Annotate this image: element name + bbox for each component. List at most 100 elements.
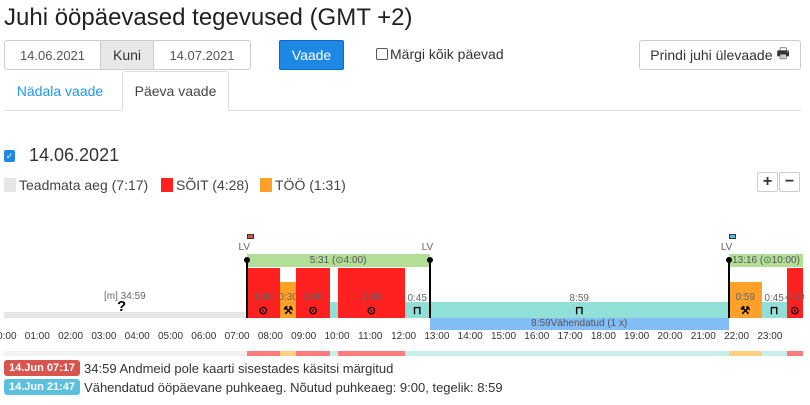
strip-drive: [786, 351, 804, 356]
zoom-in-button[interactable]: +: [757, 172, 778, 192]
tools-icon: ⚒: [740, 305, 751, 317]
segment-duration: 2:00: [361, 292, 382, 303]
legend-label: SÕIT (4:28): [176, 177, 249, 193]
strip-drive: [338, 351, 405, 356]
strip-unknown: [4, 351, 247, 356]
bed-icon: ⊓: [574, 305, 584, 317]
bed-icon: ⊓: [412, 305, 422, 317]
axis-tick-label: 11:00: [358, 331, 383, 342]
axis-tick-label: 19:00: [624, 331, 650, 342]
kuni-label: Kuni: [100, 40, 154, 70]
marker-label: LV: [720, 242, 733, 253]
strip-work: [279, 351, 297, 356]
segment-duration: 0:45: [764, 293, 784, 304]
day-timeline: 1:00 ⊙ 0:30 ⚒ 1:00 ⊙ 2:00 ⊙ 0:45 ⊓ 8:59 ⊓ 0:59 ⚒ 0:45 ⊓…: [0, 234, 805, 356]
legend-label: Teadmata aeg (7:17): [19, 177, 149, 193]
print-button[interactable]: Prindi juhi ülevaade 🖶: [639, 40, 801, 70]
marker-line: [245, 258, 248, 318]
legend-unknown: Teadmata aeg (7:17): [4, 177, 148, 193]
day-date: 14.06.2021: [29, 145, 120, 165]
axis-tick-label: 04:00: [124, 331, 150, 342]
segment-rest: [329, 302, 339, 318]
strip-work: [728, 351, 762, 356]
page-title: Juhi ööpäevased tegevused (GMT +2): [4, 4, 413, 31]
segment-drive: 2:00 ⊙: [338, 268, 405, 318]
shift-bar: 13:16 (⊙10:00): [728, 254, 804, 267]
axis-tick-label: 17:00: [557, 331, 583, 342]
marker-line: [428, 258, 431, 318]
segment-work: 0:30 ⚒: [278, 282, 298, 318]
axis-tick-label: 03:00: [91, 331, 117, 342]
marker-label: LV: [421, 242, 434, 253]
strip-drive: [246, 351, 280, 356]
axis-tick-label: 01:00: [24, 331, 50, 342]
segment-drive: 1:00 ⊙: [296, 268, 330, 318]
segment-duration: 0:45: [407, 293, 427, 304]
steering-wheel-icon: ⊙: [308, 305, 318, 317]
segment-rest: 8:59 ⊓: [429, 293, 729, 318]
axis-tick-label: 16:00: [524, 331, 550, 342]
message-text: Vähendatud ööpäevane puhkeaeg. Nõutud pu…: [84, 379, 503, 395]
segment-duration: 4:30: [785, 292, 805, 303]
view-button[interactable]: Vaade: [279, 40, 344, 70]
axis-tick-label: 09:00: [291, 331, 317, 342]
marker-dot: [725, 257, 732, 263]
segment-work: 0:59 ⚒: [728, 282, 762, 318]
strip-drive: [296, 351, 330, 356]
tabs-divider: [4, 110, 801, 111]
question-icon: ?: [117, 298, 127, 315]
axis-tick-label: 21:00: [690, 331, 716, 342]
flag-icon: [728, 234, 736, 239]
steering-wheel-icon: ⊙: [366, 305, 377, 317]
message-text: 34:59 Andmeid pole kaarti sisestades käs…: [84, 360, 394, 376]
tab-week-view[interactable]: Nädala vaade: [16, 83, 104, 99]
printer-icon: 🖶: [776, 45, 790, 61]
legend-label: TÖÖ (1:31): [275, 177, 346, 193]
axis-tick-label: 22:00: [724, 331, 750, 342]
steering-wheel-icon: ⊙: [790, 305, 800, 317]
tools-icon: ⚒: [283, 305, 294, 317]
time-badge: 14.Jun 07:17: [4, 360, 81, 376]
segment-duration: 8:59: [569, 293, 589, 304]
segment-duration: 0:59: [735, 292, 755, 303]
strip-rest: [329, 351, 339, 356]
legend-swatch: [161, 178, 173, 192]
segment-rest: 0:45 ⊓: [404, 293, 430, 318]
legend-swatch: [260, 178, 272, 192]
reduced-rest-bar: 8:59Vähendatud (1 x): [429, 318, 729, 330]
legend-swatch: [4, 178, 16, 192]
axis-tick-label: 07:00: [224, 331, 250, 342]
axis-tick-label: 15:00: [490, 331, 517, 342]
axis-tick-label: 02:00: [58, 331, 84, 342]
day-checkbox[interactable]: ✓: [4, 150, 15, 162]
axis-tick-label: 05:00: [157, 331, 184, 342]
flag-icon: [246, 234, 254, 239]
axis-tick-label: 00:00: [0, 331, 17, 342]
axis-tick-label: 06:00: [191, 331, 217, 342]
axis-tick-label: 10:00: [324, 331, 350, 342]
bed-icon: ⊓: [769, 305, 779, 317]
segment-rest: 0:45 ⊓: [761, 293, 787, 318]
date-to-input[interactable]: 14.07.2021: [153, 40, 251, 70]
zoom-out-button[interactable]: −: [779, 172, 800, 192]
axis-tick-label: 14:00: [457, 331, 483, 342]
axis-tick-label: 13:00: [424, 331, 450, 342]
shift-bar: 5:31 (⊙4:00): [246, 254, 430, 267]
segment-duration: 1:00: [303, 292, 323, 303]
tab-day-view[interactable]: Päeva vaade: [122, 71, 229, 111]
axis-tick-label: 18:00: [590, 331, 616, 342]
time-badge: 14.Jun 21:47: [4, 379, 81, 395]
mark-all-days-checkbox[interactable]: Märgi kõik päevad: [376, 46, 504, 62]
strip-rest: [429, 351, 729, 356]
axis-tick-label: 23:00: [757, 331, 783, 342]
strip-rest: [404, 351, 430, 356]
segment-unknown: [4, 312, 247, 318]
axis-tick-label: 20:00: [657, 331, 683, 342]
segment-duration: 1:00: [253, 292, 273, 303]
axis-tick-label: 12:00: [391, 331, 417, 342]
segment-drive: 4:30 ⊙: [785, 268, 805, 318]
checkbox-icon[interactable]: [376, 48, 388, 60]
segment-duration: 0:30: [278, 292, 298, 303]
message-row: 14.Jun 21:47 Vähendatud ööpäevane puhkeae…: [4, 379, 503, 395]
marker-label: LV: [238, 242, 251, 253]
